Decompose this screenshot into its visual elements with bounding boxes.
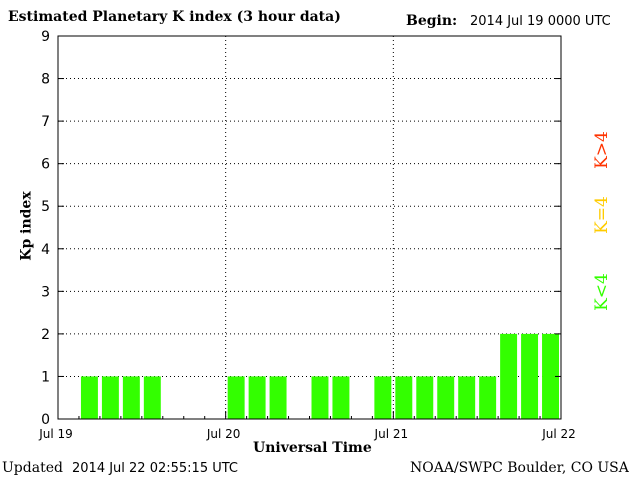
- x-tick-label: Jul 20: [206, 427, 241, 441]
- kp-bar: [437, 376, 455, 419]
- kp-bar: [101, 376, 119, 419]
- x-tick-label: Jul 19: [38, 427, 73, 441]
- legend-k-greater-4: K>4: [592, 131, 612, 169]
- kp-bar: [248, 376, 266, 419]
- kp-bar: [395, 376, 413, 419]
- y-tick-label: 2: [41, 327, 50, 343]
- kp-bar: [122, 376, 140, 419]
- legend-k-equal-4: K=4: [592, 196, 612, 234]
- y-tick-label: 6: [41, 157, 50, 173]
- kp-bar: [542, 333, 559, 419]
- kp-bar: [500, 333, 518, 419]
- begin-label: Begin:: [406, 13, 458, 29]
- source-credit: NOAA/SWPC Boulder, CO USA: [410, 460, 629, 476]
- y-tick-label: 7: [41, 114, 50, 130]
- y-axis-label: Kp index: [18, 191, 35, 261]
- updated-label: Updated: [2, 460, 63, 476]
- kp-bar: [227, 376, 245, 419]
- begin-value: 2014 Jul 19 0000 UTC: [470, 14, 611, 29]
- kp-bar: [311, 376, 329, 419]
- y-tick-label: 3: [41, 284, 50, 300]
- y-tick-label: 1: [41, 369, 50, 385]
- legend-k-less-4: K<4: [592, 273, 612, 311]
- y-axis-ticks: 0 1 2 3 4 5 6 7 8 9: [41, 29, 561, 428]
- chart-title: Estimated Planetary K index (3 hour data…: [8, 9, 341, 25]
- kp-bar: [458, 376, 476, 419]
- plot-frame: [57, 35, 562, 420]
- y-tick-label: 0: [41, 412, 50, 428]
- kp-bar: [269, 376, 287, 419]
- kp-bar: [521, 333, 539, 419]
- x-axis-label: Universal Time: [253, 440, 372, 456]
- kp-bar: [374, 376, 392, 419]
- x-axis-ticks: Jul 19 Jul 20 Jul 21 Jul 22: [38, 411, 576, 441]
- y-tick-label: 9: [41, 29, 50, 45]
- bars: [80, 333, 559, 419]
- y-tick-label: 4: [41, 242, 50, 258]
- grid-lines: [58, 35, 561, 419]
- kp-bar: [143, 376, 161, 419]
- y-tick-label: 5: [41, 199, 50, 215]
- kp-bar: [479, 376, 497, 419]
- kp-bar: [332, 376, 350, 419]
- y-tick-label: 8: [41, 72, 50, 88]
- kp-bar: [80, 376, 98, 419]
- kp-bar: [416, 376, 434, 419]
- x-tick-label: Jul 21: [374, 427, 409, 441]
- x-tick-label: Jul 22: [541, 427, 576, 441]
- updated-value: 2014 Jul 22 02:55:15 UTC: [72, 461, 238, 476]
